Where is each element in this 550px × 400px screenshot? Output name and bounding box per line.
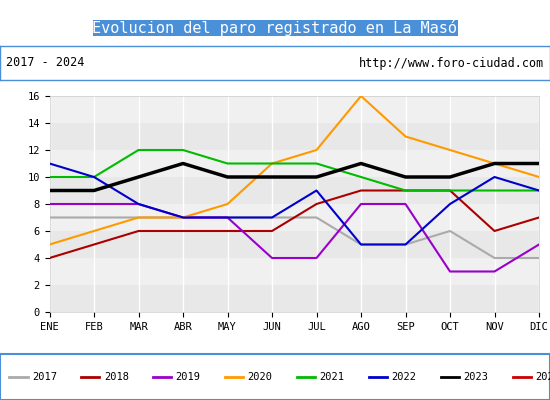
Text: 2021: 2021 bbox=[320, 372, 344, 382]
Text: Evolucion del paro registrado en La Masó: Evolucion del paro registrado en La Masó bbox=[92, 16, 458, 32]
Bar bbox=[50, 150, 539, 177]
Bar bbox=[50, 285, 539, 312]
Text: 2020: 2020 bbox=[248, 372, 273, 382]
Bar bbox=[50, 204, 539, 231]
Bar bbox=[50, 123, 539, 150]
Bar bbox=[50, 177, 539, 204]
Text: 2017: 2017 bbox=[32, 372, 57, 382]
Text: Evolucion del paro registrado en La Masó: Evolucion del paro registrado en La Masó bbox=[92, 20, 458, 36]
Text: 2023: 2023 bbox=[463, 372, 488, 382]
Text: 2017 - 2024: 2017 - 2024 bbox=[6, 56, 84, 70]
Text: 2019: 2019 bbox=[175, 372, 201, 382]
Text: 2018: 2018 bbox=[104, 372, 129, 382]
Bar bbox=[50, 96, 539, 123]
Bar bbox=[50, 258, 539, 285]
Bar bbox=[50, 231, 539, 258]
Text: http://www.foro-ciudad.com: http://www.foro-ciudad.com bbox=[359, 56, 544, 70]
Text: 2024: 2024 bbox=[535, 372, 550, 382]
Text: 2022: 2022 bbox=[392, 372, 416, 382]
